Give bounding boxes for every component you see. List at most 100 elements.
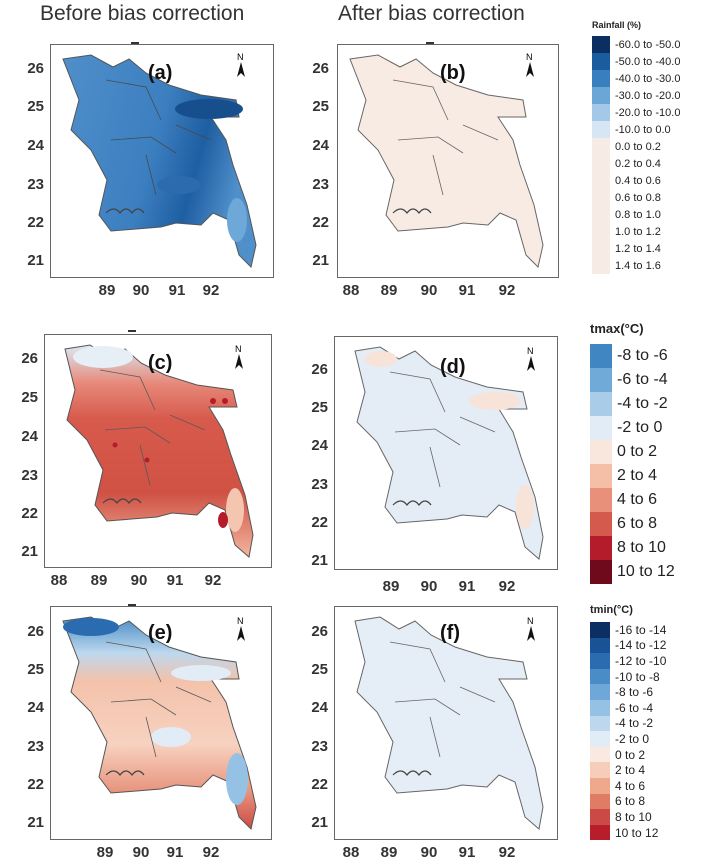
x-tick: 88 bbox=[342, 282, 360, 299]
legend-label: -10 to -8 bbox=[615, 669, 660, 684]
legend-label: 8 to 10 bbox=[617, 539, 666, 556]
legend-swatch bbox=[590, 699, 610, 716]
legend-swatch bbox=[590, 653, 610, 669]
y-tick: 21 bbox=[311, 552, 328, 569]
legend-swatch bbox=[592, 104, 610, 121]
legend-label: -8 to -6 bbox=[617, 347, 668, 364]
y-tick: 21 bbox=[312, 252, 329, 269]
panel-label: (a) bbox=[148, 62, 173, 84]
legend-swatch bbox=[592, 172, 610, 189]
legend-swatch bbox=[592, 189, 610, 206]
column-title-after: After bias correction bbox=[338, 2, 525, 25]
legend-swatch bbox=[592, 240, 610, 257]
legend-label: 0.6 to 0.8 bbox=[615, 191, 661, 204]
legend-entry: 8 to 10 bbox=[590, 809, 666, 825]
legend-entry: -8 to -6 bbox=[590, 684, 666, 700]
north-arrow-icon: N bbox=[234, 52, 248, 78]
x-tick: 90 bbox=[420, 282, 438, 299]
x-tick: 92 bbox=[498, 578, 516, 595]
x-tick: 91 bbox=[458, 578, 476, 595]
legend-entry: 0 to 2 bbox=[590, 440, 675, 464]
legend-label: 6 to 8 bbox=[615, 794, 646, 809]
legend-entry: 0.6 to 0.8 bbox=[592, 189, 680, 206]
x-tick: 90 bbox=[420, 578, 438, 595]
legend-swatch bbox=[590, 746, 610, 763]
legend-label: 6 to 8 bbox=[617, 515, 658, 532]
y-tick: 25 bbox=[21, 389, 38, 406]
x-tick: 88 bbox=[50, 572, 68, 589]
legend-label: 1.4 to 1.6 bbox=[615, 259, 661, 272]
country-shape bbox=[62, 54, 257, 268]
x-tick: 91 bbox=[166, 844, 184, 861]
legend-swatch bbox=[590, 464, 612, 488]
legend-swatch bbox=[592, 87, 610, 104]
legend-label: -20.0 to -10.0 bbox=[615, 106, 681, 119]
legend-label: -60.0 to -50.0 bbox=[615, 38, 681, 51]
map-frame bbox=[334, 336, 558, 570]
north-arrow-icon: N bbox=[524, 346, 538, 372]
legend-entry: -14 to -12 bbox=[590, 637, 666, 654]
x-tick: 89 bbox=[380, 282, 398, 299]
panel-label: (f) bbox=[440, 622, 460, 644]
y-tick: 23 bbox=[21, 467, 38, 484]
y-tick: 22 bbox=[311, 514, 328, 531]
legend-entry: -50.0 to -40.0 bbox=[592, 53, 680, 70]
x-tick: 91 bbox=[166, 572, 184, 589]
legend-swatch bbox=[592, 206, 610, 223]
legend-entry: -10 to -8 bbox=[590, 668, 666, 685]
y-tick: 25 bbox=[311, 399, 328, 416]
legend-entry: 0.0 to 0.2 bbox=[592, 138, 680, 155]
legend-label: 2 to 4 bbox=[615, 763, 646, 778]
legend-entry: -2 to 0 bbox=[590, 731, 666, 747]
legend-entry: -60.0 to -50.0 bbox=[592, 36, 680, 53]
country-shape bbox=[62, 616, 257, 830]
country-shape bbox=[64, 344, 254, 558]
legend-label: -50.0 to -40.0 bbox=[615, 55, 681, 68]
legend-swatch bbox=[590, 668, 610, 685]
country-shape bbox=[354, 616, 544, 830]
legend-swatch bbox=[590, 392, 612, 416]
legend-label: 0.2 to 0.4 bbox=[615, 157, 661, 170]
svg-text:N: N bbox=[527, 346, 534, 356]
y-tick: 26 bbox=[21, 350, 38, 367]
legend-label: 0.0 to 0.2 bbox=[615, 140, 661, 153]
legend-label: -6 to -4 bbox=[617, 371, 668, 388]
legend-title: tmax(°C) bbox=[590, 321, 644, 336]
legend-entry: 0.4 to 0.6 bbox=[592, 172, 680, 189]
deficit-hotspot bbox=[175, 99, 243, 119]
legend-label: -2 to 0 bbox=[615, 731, 650, 746]
legend-entry: 2 to 4 bbox=[590, 464, 675, 488]
y-tick: 25 bbox=[27, 98, 44, 115]
legend-swatch bbox=[592, 70, 610, 87]
map-tmax-before bbox=[64, 344, 254, 558]
y-tick: 22 bbox=[312, 214, 329, 231]
panel-label: (c) bbox=[148, 352, 173, 374]
legend-swatch bbox=[590, 560, 612, 584]
legend-entry: 8 to 10 bbox=[590, 536, 675, 560]
x-tick: 88 bbox=[342, 844, 360, 861]
svg-text:N: N bbox=[527, 616, 534, 626]
legend-entry: -8 to -6 bbox=[590, 344, 675, 368]
legend-entry: -2 to 0 bbox=[590, 416, 675, 440]
y-tick: 25 bbox=[27, 661, 44, 678]
map-frame bbox=[50, 44, 274, 278]
legend-entry: 10 to 12 bbox=[590, 824, 666, 841]
legend-entry: -16 to -14 bbox=[590, 622, 666, 638]
legend-label: -10.0 to 0.0 bbox=[615, 123, 671, 136]
legend-swatch bbox=[590, 684, 610, 700]
x-tick: 92 bbox=[498, 282, 516, 299]
legend-entry: -20.0 to -10.0 bbox=[592, 104, 680, 121]
y-tick: 23 bbox=[311, 476, 328, 493]
x-tick: 89 bbox=[96, 844, 114, 861]
legend-label: -4 to -2 bbox=[615, 716, 654, 731]
legend-label: 1.0 to 1.2 bbox=[615, 225, 661, 238]
svg-text:N: N bbox=[237, 52, 244, 62]
y-tick: 23 bbox=[311, 738, 328, 755]
north-arrow-icon: N bbox=[234, 616, 248, 642]
legend-tmax: tmax(°C) -8 to -6 -6 to -4 -4 to -2 -2 to 0 0… bbox=[590, 321, 675, 584]
legend-entry: 1.0 to 1.2 bbox=[592, 223, 680, 240]
legend-rainfall: Rainfall (%) -60.0 to -50.0 -50.0 to -40.0… bbox=[592, 20, 680, 274]
legend-label: -40.0 to -30.0 bbox=[615, 72, 681, 85]
x-tick: 90 bbox=[130, 572, 148, 589]
legend-swatch bbox=[590, 622, 610, 638]
